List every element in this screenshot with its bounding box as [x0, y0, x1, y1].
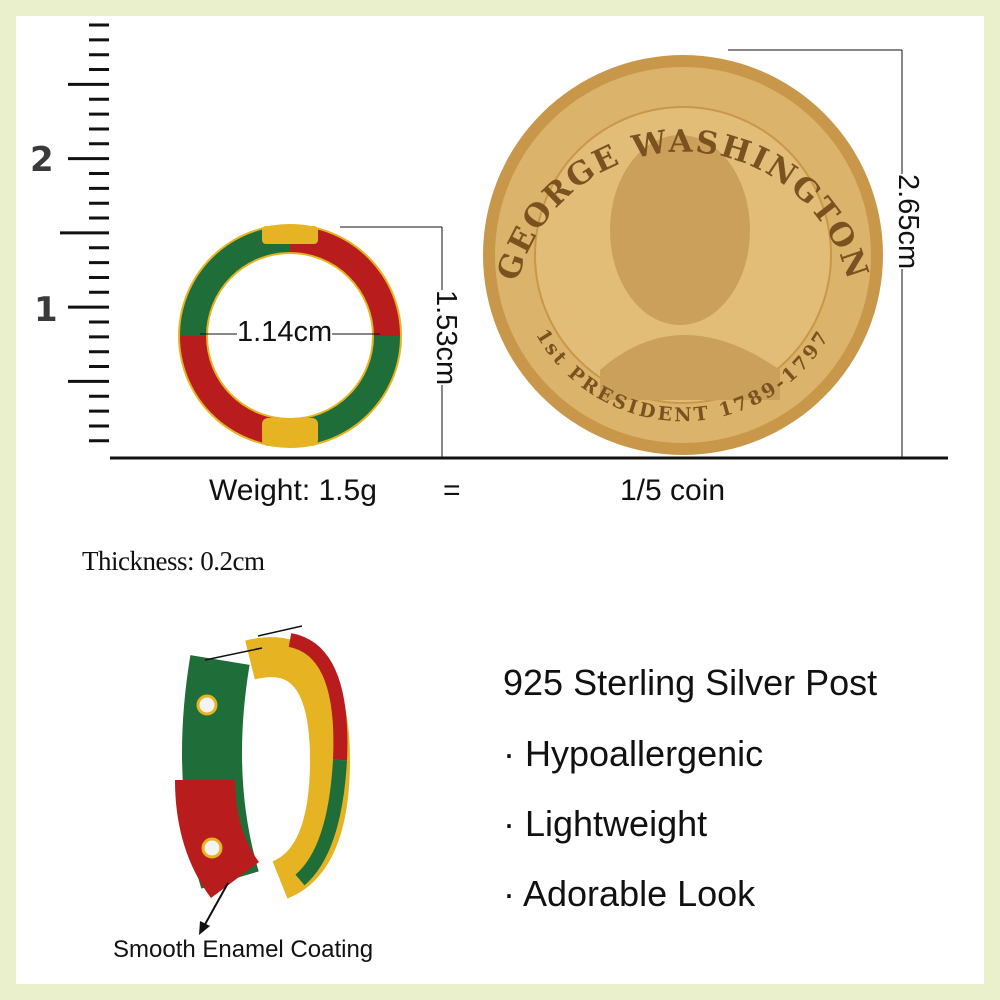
- ruler-label-2: 2: [30, 140, 54, 180]
- thickness-marker: [257, 625, 303, 637]
- coin-image: [483, 55, 883, 455]
- ruler: [60, 23, 109, 443]
- enamel-callout-label: Smooth Enamel Coating: [113, 936, 374, 963]
- feature-item: · Adorable Look: [503, 873, 756, 914]
- hoop-width-label: 1.14cm: [237, 316, 333, 349]
- ruler-label-1: 1: [34, 290, 58, 330]
- weight-comparison: 1/5 coin: [620, 474, 726, 507]
- feature-item: · Lightweight: [503, 803, 708, 844]
- hoop-front-image: [178, 224, 402, 448]
- callout-arrowhead: [199, 921, 210, 935]
- hoop-side-image: [175, 633, 351, 899]
- hoop-height-label: 1.53cm: [429, 290, 462, 386]
- feature-item: · Hypoallergenic: [503, 733, 764, 774]
- weight-label: Weight: 1.5g: [209, 474, 377, 507]
- thickness-marker: [204, 647, 263, 661]
- thickness-label: Thickness: 0.2cm: [82, 546, 265, 576]
- equals-sign: =: [443, 474, 461, 507]
- callout-arrow: [202, 882, 229, 929]
- feature-title: 925 Sterling Silver Post: [503, 662, 878, 703]
- coin-height-label: 2.65cm: [891, 174, 924, 270]
